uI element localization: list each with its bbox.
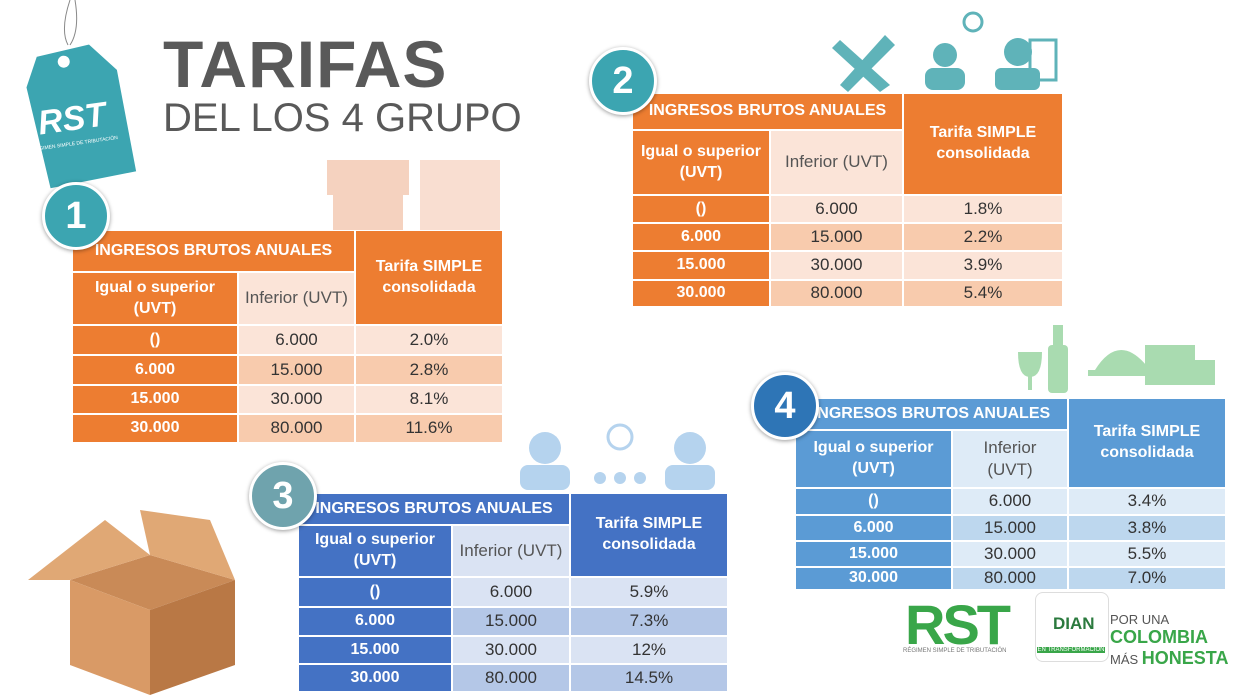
people-icons bbox=[520, 423, 715, 490]
upper-bound-header: Inferior (UVT) bbox=[770, 130, 903, 195]
tag-string bbox=[64, 0, 78, 46]
rate: 5.4% bbox=[903, 280, 1063, 307]
lower-bound: 30.000 bbox=[72, 414, 238, 443]
rate: 7.0% bbox=[1068, 567, 1226, 590]
lower-bound: 15.000 bbox=[795, 541, 952, 567]
rate-header: Tarifa SIMPLE consolidada bbox=[355, 230, 503, 325]
group-badge: 3 bbox=[249, 462, 317, 530]
box-icon bbox=[28, 510, 235, 695]
lower-bound: () bbox=[795, 488, 952, 515]
upper-bound-header: Inferior (UVT) bbox=[238, 272, 355, 325]
food-icons bbox=[1018, 325, 1215, 393]
upper-bound: 6.000 bbox=[770, 195, 903, 223]
title: TARIFAS bbox=[163, 27, 448, 101]
lower-bound: 6.000 bbox=[795, 515, 952, 541]
rate: 5.5% bbox=[1068, 541, 1226, 567]
group-badge: 2 bbox=[589, 47, 657, 115]
slogan-1: POR UNA bbox=[1110, 612, 1169, 627]
slogan-4: HONESTA bbox=[1141, 648, 1229, 668]
lower-bound: 6.000 bbox=[72, 355, 238, 385]
rate: 3.4% bbox=[1068, 488, 1226, 515]
upper-bound: 6.000 bbox=[238, 325, 355, 355]
upper-bound: 80.000 bbox=[452, 664, 570, 692]
lower-bound: 6.000 bbox=[632, 223, 770, 251]
lower-bound-header: Igual o superior (UVT) bbox=[795, 430, 952, 488]
rate: 2.2% bbox=[903, 223, 1063, 251]
shop-icons bbox=[327, 160, 500, 230]
upper-bound: 15.000 bbox=[770, 223, 903, 251]
rate: 8.1% bbox=[355, 385, 503, 414]
rate: 7.3% bbox=[570, 607, 728, 636]
rate: 14.5% bbox=[570, 664, 728, 692]
rate: 5.9% bbox=[570, 577, 728, 607]
upper-bound: 30.000 bbox=[238, 385, 355, 414]
upper-bound: 80.000 bbox=[770, 280, 903, 307]
rst-logo: RST bbox=[905, 593, 1011, 656]
group-badge: 1 bbox=[42, 182, 110, 250]
rate: 3.8% bbox=[1068, 515, 1226, 541]
lower-bound: 30.000 bbox=[632, 280, 770, 307]
dian-frame bbox=[1035, 592, 1109, 662]
upper-bound: 30.000 bbox=[452, 636, 570, 664]
upper-bound: 80.000 bbox=[952, 567, 1068, 590]
tag bbox=[23, 41, 140, 192]
upper-bound: 6.000 bbox=[452, 577, 570, 607]
subtitle: DEL LOS 4 GRUPO bbox=[163, 96, 522, 140]
lower-bound-header: Igual o superior (UVT) bbox=[72, 272, 238, 325]
table-header: INGRESOS BRUTOS ANUALES bbox=[72, 230, 355, 272]
lower-bound: 30.000 bbox=[795, 567, 952, 590]
rate: 11.6% bbox=[355, 414, 503, 443]
rate-header: Tarifa SIMPLE consolidada bbox=[903, 93, 1063, 195]
upper-bound: 80.000 bbox=[238, 414, 355, 443]
table-header: INGRESOS BRUTOS ANUALES bbox=[795, 398, 1068, 430]
upper-bound-header: Inferior (UVT) bbox=[452, 525, 570, 577]
slogan: POR UNA COLOMBIA MÁS HONESTA bbox=[1110, 612, 1257, 669]
lower-bound: () bbox=[632, 195, 770, 223]
upper-bound: 6.000 bbox=[952, 488, 1068, 515]
rate: 1.8% bbox=[903, 195, 1063, 223]
lower-bound: 15.000 bbox=[72, 385, 238, 414]
lower-bound: 6.000 bbox=[298, 607, 452, 636]
table-header: INGRESOS BRUTOS ANUALES bbox=[298, 493, 570, 525]
upper-bound: 15.000 bbox=[952, 515, 1068, 541]
upper-bound: 30.000 bbox=[952, 541, 1068, 567]
table-header: INGRESOS BRUTOS ANUALES bbox=[632, 93, 903, 130]
lower-bound: 30.000 bbox=[298, 664, 452, 692]
lower-bound-header: Igual o superior (UVT) bbox=[632, 130, 770, 195]
rate: 2.0% bbox=[355, 325, 503, 355]
rst-caption: RÉGIMEN SIMPLE DE TRIBUTACIÓN bbox=[903, 648, 1007, 654]
upper-bound: 15.000 bbox=[452, 607, 570, 636]
rate: 3.9% bbox=[903, 251, 1063, 280]
service-icons bbox=[832, 11, 1058, 92]
lower-bound-header: Igual o superior (UVT) bbox=[298, 525, 452, 577]
rate-header: Tarifa SIMPLE consolidada bbox=[570, 493, 728, 577]
rate: 2.8% bbox=[355, 355, 503, 385]
upper-bound: 15.000 bbox=[238, 355, 355, 385]
rate-header: Tarifa SIMPLE consolidada bbox=[1068, 398, 1226, 488]
rate: 12% bbox=[570, 636, 728, 664]
slogan-2: COLOMBIA bbox=[1110, 627, 1208, 647]
lower-bound: () bbox=[72, 325, 238, 355]
lower-bound: 15.000 bbox=[298, 636, 452, 664]
dian-logo: DIAN bbox=[1053, 614, 1095, 633]
lower-bound: () bbox=[298, 577, 452, 607]
dian-caption: EN TRANSFORMACIÓN bbox=[1037, 647, 1105, 653]
upper-bound: 30.000 bbox=[770, 251, 903, 280]
lower-bound: 15.000 bbox=[632, 251, 770, 280]
slogan-3: MÁS bbox=[1110, 652, 1139, 667]
group-badge: 4 bbox=[751, 372, 819, 440]
upper-bound-header: Inferior (UVT) bbox=[952, 430, 1068, 488]
